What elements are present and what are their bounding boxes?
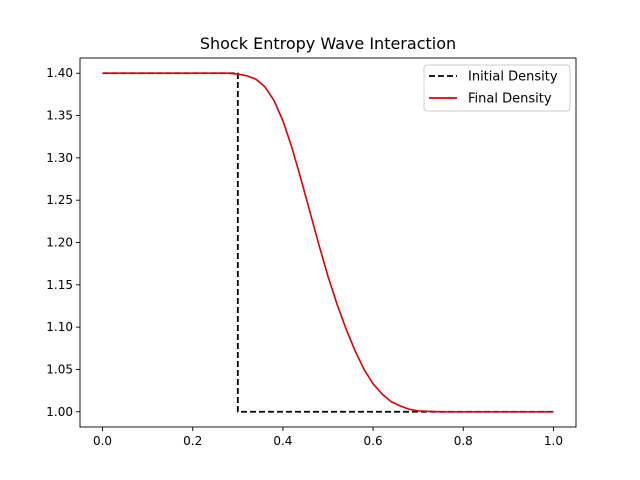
- y-tick-label: 1.10: [46, 320, 73, 334]
- legend-label-initial-density: Initial Density: [468, 70, 558, 85]
- x-tick-label: 0.0: [93, 434, 112, 448]
- y-tick-label: 1.20: [46, 236, 73, 250]
- legend: Initial Density Final Density: [423, 64, 571, 112]
- legend-box: [423, 64, 571, 112]
- y-tick-label: 1.05: [46, 362, 73, 376]
- legend-label-final-density: Final Density: [468, 92, 552, 107]
- y-tick-label: 1.15: [46, 278, 73, 292]
- x-tick-label: 0.2: [183, 434, 202, 448]
- x-tick-label: 1.0: [544, 434, 563, 448]
- plot-area: [102, 72, 554, 413]
- y-tick-label: 1.00: [46, 405, 73, 419]
- chart-title: Shock Entropy Wave Interaction: [200, 34, 456, 53]
- x-tick-label: 0.4: [273, 434, 292, 448]
- x-tick-label: 0.8: [454, 434, 473, 448]
- y-tick-label: 1.30: [46, 151, 73, 165]
- axes: 0.0 0.2 0.4 0.6 0.8 1.0 1.00 1.05 1.10 1.15 1.20 1.…: [46, 57, 577, 448]
- y-tick-label: 1.40: [46, 66, 73, 80]
- y-tick-label: 1.35: [46, 109, 73, 123]
- y-tick-label: 1.25: [46, 193, 73, 207]
- x-tick-label: 0.6: [364, 434, 383, 448]
- series-line-final-density: [102, 72, 554, 413]
